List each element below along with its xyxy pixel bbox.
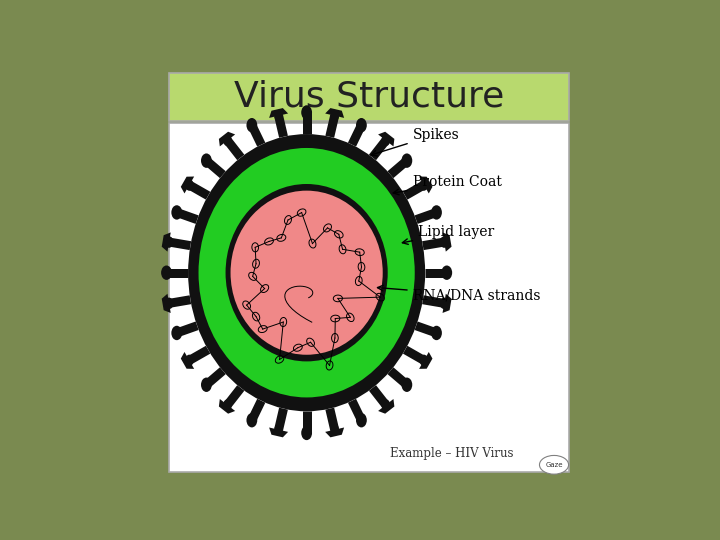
Ellipse shape [382,134,390,146]
Ellipse shape [301,105,312,120]
FancyBboxPatch shape [169,73,569,121]
Ellipse shape [223,134,232,146]
Ellipse shape [440,237,449,248]
Text: Virus Structure: Virus Structure [234,80,504,114]
Ellipse shape [230,191,383,355]
Ellipse shape [171,326,182,340]
Ellipse shape [440,298,449,309]
Ellipse shape [171,205,182,220]
Polygon shape [219,399,235,414]
Text: Gaze: Gaze [545,462,563,468]
Ellipse shape [382,399,390,411]
Polygon shape [181,352,194,369]
Text: Lipid layer: Lipid layer [402,225,495,245]
Polygon shape [219,132,235,146]
Ellipse shape [356,413,366,428]
Text: RNA/DNA strands: RNA/DNA strands [377,285,540,302]
Ellipse shape [356,118,366,132]
Ellipse shape [201,153,212,168]
Polygon shape [162,232,171,252]
Polygon shape [181,177,194,193]
Ellipse shape [201,377,212,392]
Polygon shape [269,428,288,437]
Ellipse shape [185,355,194,366]
Ellipse shape [431,205,442,220]
Ellipse shape [188,134,425,411]
Ellipse shape [165,237,174,248]
Ellipse shape [185,179,194,191]
Ellipse shape [274,424,283,435]
Ellipse shape [402,153,413,168]
Polygon shape [443,294,451,313]
Text: Spikes: Spikes [371,127,459,156]
Polygon shape [378,132,395,146]
Ellipse shape [539,455,569,474]
Polygon shape [443,232,451,252]
Text: Example – HIV Virus: Example – HIV Virus [390,447,514,460]
Ellipse shape [402,377,413,392]
Ellipse shape [161,266,172,280]
Ellipse shape [330,424,339,435]
Ellipse shape [274,110,283,122]
Ellipse shape [199,148,415,397]
Polygon shape [419,352,433,369]
Ellipse shape [420,355,428,366]
Polygon shape [378,399,395,414]
Polygon shape [269,108,288,118]
Polygon shape [419,177,433,193]
Ellipse shape [246,118,257,132]
Polygon shape [325,108,344,118]
Ellipse shape [441,266,452,280]
Polygon shape [162,294,171,313]
Text: Protein Coat: Protein Coat [393,175,502,195]
Ellipse shape [420,179,428,191]
Ellipse shape [223,399,232,411]
Polygon shape [325,428,344,437]
Ellipse shape [330,110,339,122]
Ellipse shape [225,184,387,361]
Ellipse shape [301,426,312,440]
Ellipse shape [165,298,174,309]
Ellipse shape [431,326,442,340]
FancyBboxPatch shape [169,123,569,472]
Ellipse shape [246,413,257,428]
